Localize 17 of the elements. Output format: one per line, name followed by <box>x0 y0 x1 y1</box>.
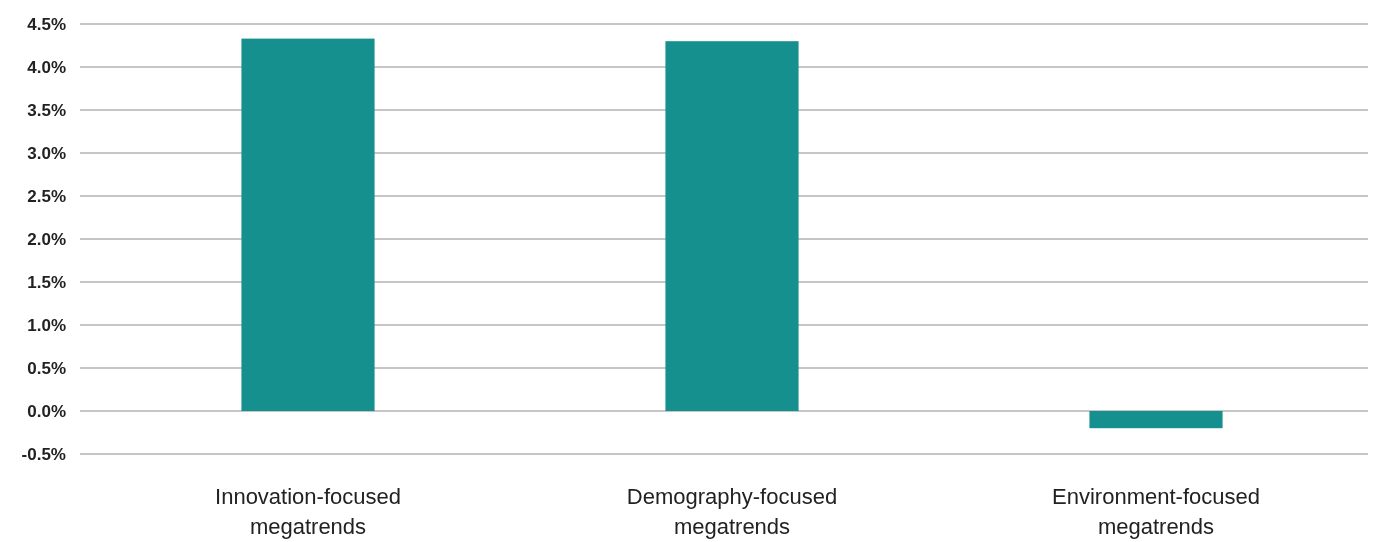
y-tick-label: 3.0% <box>27 143 66 163</box>
bar <box>1089 411 1223 429</box>
x-tick-label: Demography-focused megatrends <box>626 484 838 539</box>
y-tick-label: 2.0% <box>27 229 66 249</box>
y-tick-label: 0.5% <box>27 358 66 378</box>
y-tick-label: -0.5% <box>21 444 66 464</box>
y-tick-label: 0.0% <box>27 401 66 421</box>
y-tick-label: 3.5% <box>27 100 66 120</box>
y-tick-label: 2.5% <box>27 186 66 206</box>
x-tick-label: Innovation-focused megatrends <box>215 484 401 539</box>
bar <box>241 38 375 411</box>
bar <box>665 41 799 411</box>
x-tick-label: Environment-focused megatrends <box>1052 484 1260 539</box>
y-tick-label: 1.0% <box>27 315 66 335</box>
y-tick-label: 4.5% <box>27 14 66 34</box>
y-tick-label: 1.5% <box>27 272 66 292</box>
y-tick-label: 4.0% <box>27 57 66 77</box>
